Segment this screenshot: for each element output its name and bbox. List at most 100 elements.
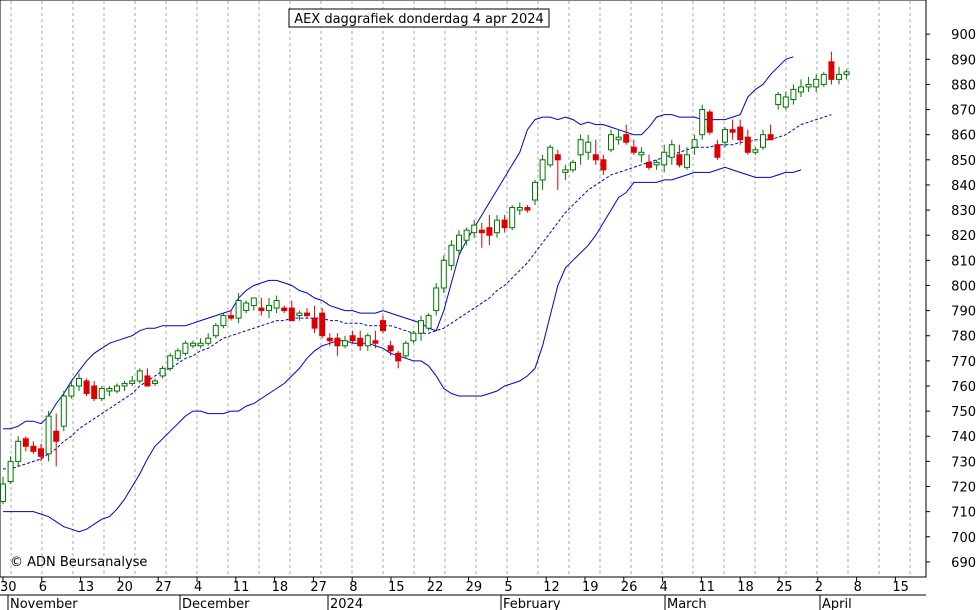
candle [281,305,288,314]
candle [159,365,166,379]
candle-body [623,134,630,143]
x-tick-label: 6 [39,580,47,595]
candle [782,91,789,110]
candle-body [250,297,257,307]
candle [516,202,523,216]
month-label: 2024 [330,597,363,610]
candle [364,333,371,351]
candle [129,375,136,386]
candle-body [342,340,348,347]
candle-body [760,134,766,148]
candle [190,340,196,349]
candle [311,305,318,334]
candle-body [714,144,721,158]
candle-body [357,337,364,347]
month-label: March [667,597,707,610]
candle [456,230,462,256]
x-tick-label: 12 [543,580,560,595]
candle-body [0,483,6,503]
candle-body [668,144,675,158]
candle [760,129,766,150]
candle-body [387,345,394,352]
candle-body [646,161,652,168]
chart-title-box: AEX daggrafiek donderdag 4 apr 2024 [288,8,550,28]
candle-body [509,207,516,229]
candle-body [767,134,774,141]
candle [45,411,52,462]
x-tick-label: 22 [427,580,444,595]
grid-lines [10,1,911,577]
candle [744,129,751,155]
candle [174,348,181,361]
candle [53,413,60,467]
x-tick-label: 19 [582,580,599,595]
candle-body [91,385,98,400]
candle [15,436,22,467]
candle [494,215,500,238]
candle [699,104,706,140]
candle [98,385,105,402]
candle-body [121,382,128,387]
candle [0,476,6,505]
candle [638,147,645,163]
candle-body [68,385,75,397]
candle-body [114,385,120,392]
candle-body [782,96,789,108]
x-axis: 30 6 13 20 27 4 11 18 27 8 15 22 29 5 12 19 26 4 11 18 25 2 8 1… [0,576,926,610]
candle [615,129,622,145]
candle [235,293,242,324]
candle-body [266,305,272,312]
candle [372,330,379,349]
candle [418,315,424,341]
candle-body [98,387,105,400]
candle [798,79,804,97]
y-tick-label: 860 [951,129,976,144]
x-tick-label: 15 [892,580,909,595]
candle-body [608,134,614,151]
y-axis: 690 700 710 720 730 740 750 760 770 780 790 800 810 8… [925,0,976,577]
month-label: April [822,597,852,610]
candle [258,298,265,316]
candle-body [228,315,234,319]
x-tick-label: 26 [621,580,638,595]
candle-body [638,151,645,156]
candle [767,124,774,141]
y-tick-label: 720 [951,481,976,496]
candle-body [60,395,67,427]
x-tick-label: 25 [776,580,793,595]
candle-body [577,139,584,156]
x-tick-label: 13 [78,580,95,595]
x-tick-label: 4 [660,580,668,595]
candle [828,51,835,85]
candle [813,74,820,92]
candle [60,391,67,432]
candle-body [562,169,569,173]
x-tick-label: 4 [194,580,202,595]
candle [577,134,584,165]
candle-body [296,312,303,317]
month-label: February [503,597,561,610]
x-tick-label: 11 [233,580,250,595]
candle [380,315,386,334]
candle-body [722,129,728,143]
candle [608,129,614,153]
candle-body [326,337,333,342]
y-tick-label: 890 [951,53,976,68]
candle [653,159,660,170]
candle-body [7,460,14,482]
candle [661,144,668,173]
candle [592,139,599,165]
candle [387,340,394,356]
x-tick-label: 27 [155,580,172,595]
candle-body [83,380,90,395]
candle-body [630,146,637,153]
candle [319,308,326,339]
y-tick-label: 870 [951,104,976,119]
candle [152,378,158,386]
candle-body [805,83,812,88]
y-tick-label: 800 [951,279,976,294]
candle-body [539,159,546,181]
y-tick-label: 840 [951,179,976,194]
candle-body [744,136,751,153]
